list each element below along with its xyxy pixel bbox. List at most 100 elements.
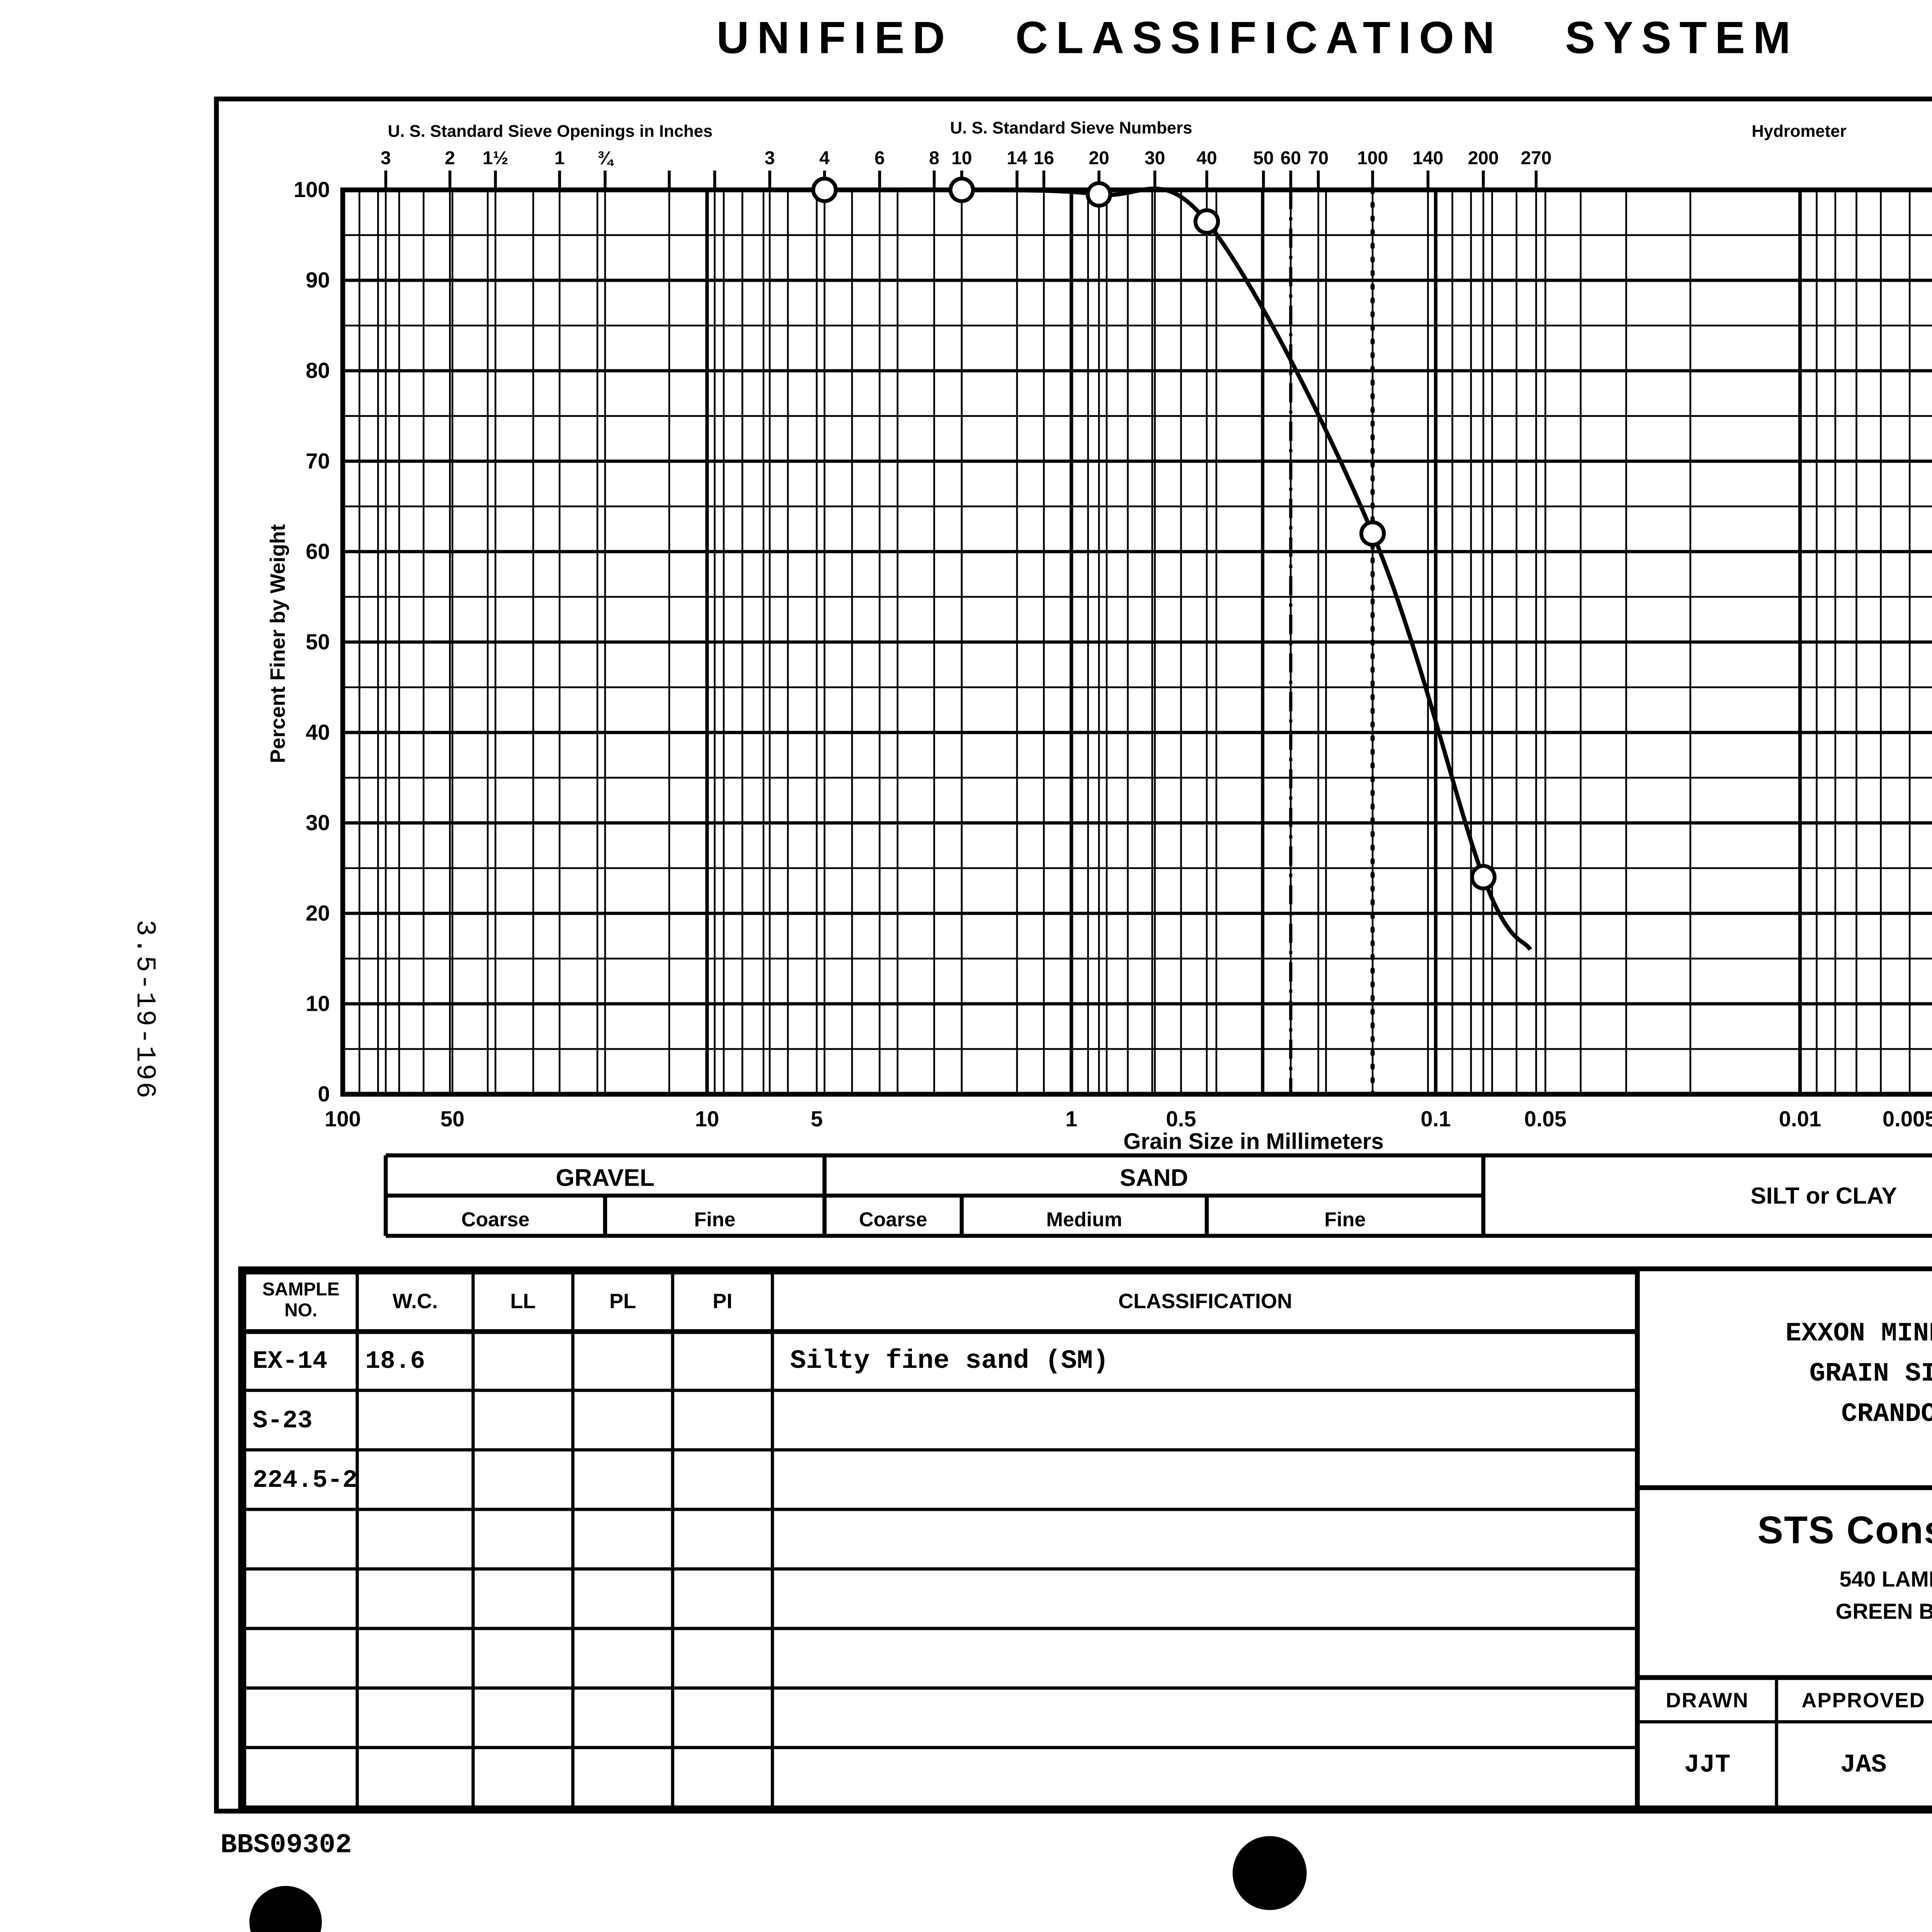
consultant-identification: STS Consultants Ltd. 540 LAMBEAU STREET … [1639,1490,1932,1680]
data-point-marker [1470,864,1497,891]
table-cell [671,1388,774,1452]
table-cell [770,1686,1640,1749]
svg-text:Grain Size in Millimeters: Grain Size in Millimeters [1123,1129,1384,1154]
svg-text:GRAVEL: GRAVEL [556,1164,655,1191]
sample-table-body: EX-14 18.6 Silty fine sand (SM) S-23 224.5-2… [243,1329,1640,1809]
svg-text:60: 60 [306,539,330,563]
svg-text:1: 1 [1065,1107,1077,1131]
table-row: EX-14 18.6 Silty fine sand (SM) [243,1329,1640,1392]
svg-text:14: 14 [1007,148,1027,168]
svg-text:60: 60 [1281,148,1301,168]
svg-text:100: 100 [325,1107,361,1131]
svg-text:U. S. Standard Sieve Numbers: U. S. Standard Sieve Numbers [950,119,1192,138]
svg-text:70: 70 [306,449,330,473]
table-cell [243,1746,359,1809]
firm-address-street: 540 LAMBEAU STREET [1839,1567,1932,1592]
data-point-marker [948,177,975,203]
svg-text:Coarse: Coarse [461,1208,529,1231]
table-row [243,1627,1640,1690]
svg-text:Fine: Fine [1324,1208,1366,1231]
svg-text:0.005: 0.005 [1883,1107,1932,1131]
project-line: GRAIN SIZE ANALYSIS [1809,1358,1932,1389]
table-cell: S-23 [243,1388,359,1452]
svg-text:2: 2 [445,148,455,168]
col-header-wc: W.C. [355,1271,475,1333]
col-header-classification: CLASSIFICATION [770,1271,1640,1333]
left-axis: 0 10 20 30 40 50 60 70 80 90 100 Percent Finer by W… [266,177,330,1106]
table-cell [471,1686,575,1749]
col-header-sample-no: SAMPLE NO. [243,1271,359,1333]
sample-table: SAMPLE NO. W.C. LL PL PI CLASSIFICATION … [243,1271,1640,1809]
svg-text:16: 16 [1034,148,1054,168]
svg-text:70: 70 [1308,148,1328,168]
svg-text:Fine: Fine [694,1208,735,1231]
table-cell [571,1508,674,1571]
table-row: S-23 [243,1388,1640,1452]
table-row [243,1686,1640,1749]
table-cell [571,1448,674,1511]
table-cell [355,1567,475,1630]
svg-text:10: 10 [951,148,972,168]
table-cell [770,1746,1640,1809]
svg-text:20: 20 [1088,148,1109,168]
table-cell [770,1388,1640,1452]
sample-table-header-row: SAMPLE NO. W.C. LL PL PI CLASSIFICATION [243,1271,1640,1333]
svg-text:¾: ¾ [597,148,614,168]
table-row [243,1746,1640,1809]
table-row [243,1508,1640,1571]
table-cell [671,1508,774,1571]
grid-vertical [358,190,1911,1094]
col-header-pi: PI [671,1271,774,1333]
svg-text:0.01: 0.01 [1779,1107,1821,1131]
table-cell [471,1627,575,1690]
svg-text:10: 10 [695,1107,719,1131]
svg-text:Hydrometer: Hydrometer [1752,122,1846,141]
svg-text:U. S. Standard Sieve Openings: U. S. Standard Sieve Openings in Inches [388,122,713,141]
data-table-block: SAMPLE NO. W.C. LL PL PI CLASSIFICATION … [238,1266,1932,1811]
table-cell [243,1627,359,1690]
svg-text:100: 100 [1357,148,1388,168]
plot-border [340,187,1932,1097]
svg-text:SILT or CLAY: SILT or CLAY [1751,1182,1897,1209]
table-cell [571,1567,674,1630]
table-cell [355,1627,475,1690]
table-cell: 224.5-226.0' [243,1448,359,1511]
table-cell [671,1746,774,1809]
table-cell [355,1388,475,1452]
document-stamp-code: BBS09302 [220,1831,352,1862]
table-cell [243,1508,359,1571]
svg-text:50: 50 [1253,148,1274,168]
table-row [243,1567,1640,1630]
table-cell [671,1448,774,1511]
svg-text:Medium: Medium [1046,1208,1122,1231]
title-block: EXXON MINERALS COMPANY GRAIN SIZE ANALYS… [1639,1271,1932,1806]
table-cell [355,1448,475,1511]
table-cell [355,1746,475,1809]
svg-text:5: 5 [811,1107,823,1131]
col-header-pl: PL [571,1271,674,1333]
drawn-value: JJT [1640,1723,1778,1806]
table-cell: EX-14 [243,1329,359,1392]
firm-address-city: GREEN BAY, WIS. 54303 [1835,1599,1932,1624]
table-cell [571,1686,674,1749]
table-cell [471,1567,575,1630]
table-cell [571,1627,674,1690]
svg-text:0.05: 0.05 [1524,1107,1566,1131]
svg-text:1: 1 [554,148,565,168]
svg-text:6: 6 [874,148,885,168]
table-cell [671,1627,774,1690]
page-title: UNIFIED CLASSIFICATION SYSTEM [716,13,1799,63]
table-cell [671,1329,774,1392]
svg-text:50: 50 [440,1107,465,1131]
table-cell [671,1567,774,1630]
gradation-curve [811,177,1532,951]
drawn-label: DRAWN [1639,1680,1778,1724]
svg-text:100: 100 [294,177,330,202]
table-cell [355,1686,475,1749]
svg-text:80: 80 [306,358,330,383]
approved-value: JAS [1778,1723,1932,1805]
data-point-marker [811,177,838,203]
table-cell [770,1448,1640,1511]
project-line: CRANDON PROJECT [1841,1398,1932,1429]
table-cell [471,1746,575,1809]
